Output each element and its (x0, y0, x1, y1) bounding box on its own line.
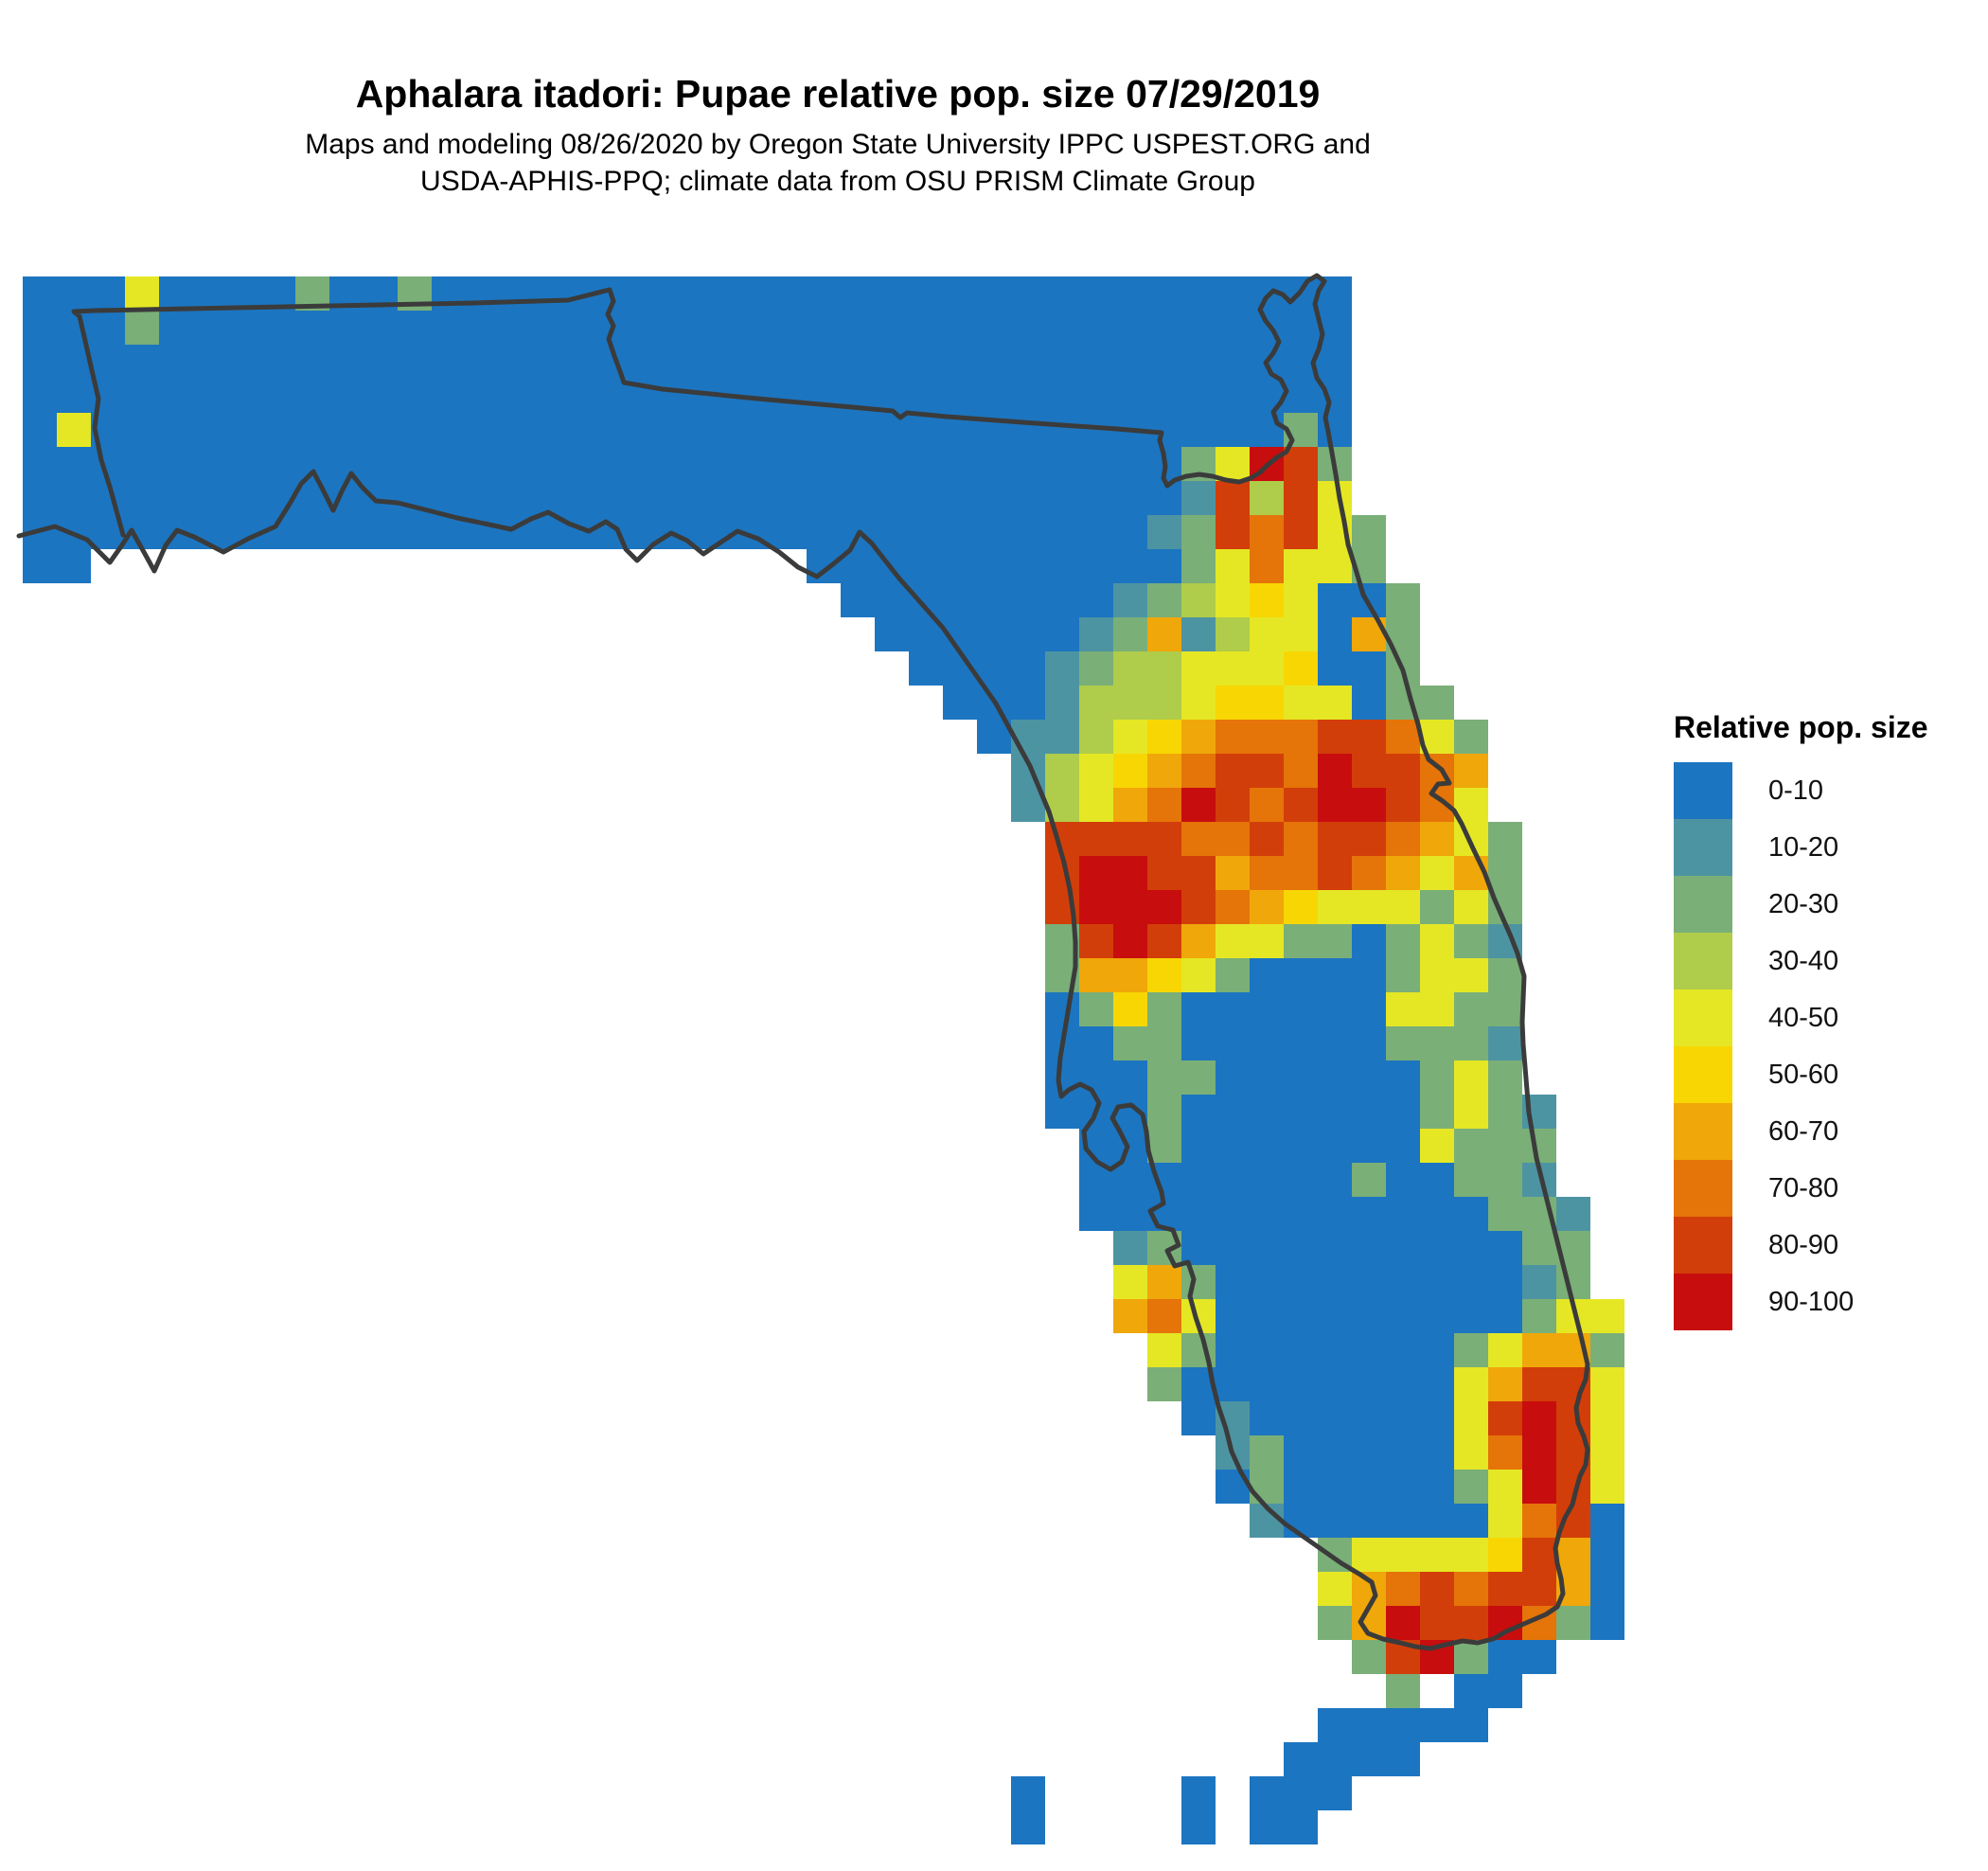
legend-label: 0-10 (1768, 775, 1824, 806)
legend-title: Relative pop. size (1674, 710, 1928, 744)
legend-label: 50-60 (1768, 1059, 1839, 1090)
legend-swatch (1674, 1046, 1732, 1103)
legend-swatch (1674, 876, 1732, 933)
legend-swatch (1674, 762, 1732, 819)
legend-entries: 0-10 10-20 20-30 30-40 40-50 50-60 60-70 70-80 8… (1674, 762, 1928, 1330)
legend-entry: 40-50 (1674, 989, 1928, 1046)
legend-label: 90-100 (1768, 1286, 1855, 1317)
legend-entry: 50-60 (1674, 1046, 1928, 1103)
legend-swatch (1674, 1160, 1732, 1217)
legend-label: 80-90 (1768, 1229, 1839, 1260)
legend-swatch (1674, 933, 1732, 989)
legend-entry: 30-40 (1674, 933, 1928, 989)
legend-entry: 0-10 (1674, 762, 1928, 819)
legend: Relative pop. size 0-10 10-20 20-30 30-40 40… (1674, 710, 1928, 1330)
legend-entry: 70-80 (1674, 1160, 1928, 1217)
legend-swatch (1674, 819, 1732, 876)
legend-entry: 10-20 (1674, 819, 1928, 876)
raster-grid (23, 276, 1624, 1844)
state-boundary-path (16, 273, 1590, 1651)
map-attribution: Maps and modeling 08/26/2020 by Oregon S… (0, 126, 1676, 200)
legend-label: 70-80 (1768, 1172, 1839, 1203)
attribution-line-1: Maps and modeling 08/26/2020 by Oregon S… (305, 129, 1371, 160)
legend-label: 10-20 (1768, 831, 1839, 863)
legend-swatch (1674, 1103, 1732, 1160)
legend-label: 30-40 (1768, 945, 1839, 976)
legend-entry: 90-100 (1674, 1274, 1928, 1330)
legend-entry: 80-90 (1674, 1217, 1928, 1274)
legend-entry: 60-70 (1674, 1103, 1928, 1160)
legend-label: 20-30 (1768, 888, 1839, 919)
legend-label: 60-70 (1768, 1115, 1839, 1147)
legend-swatch (1674, 989, 1732, 1046)
legend-swatch (1674, 1274, 1732, 1330)
map-title: Aphalara itadori: Pupae relative pop. si… (355, 72, 1321, 116)
legend-label: 40-50 (1768, 1002, 1839, 1033)
attribution-line-2: USDA-APHIS-PPQ; climate data from OSU PR… (420, 166, 1255, 197)
legend-entry: 20-30 (1674, 876, 1928, 933)
legend-swatch (1674, 1217, 1732, 1274)
